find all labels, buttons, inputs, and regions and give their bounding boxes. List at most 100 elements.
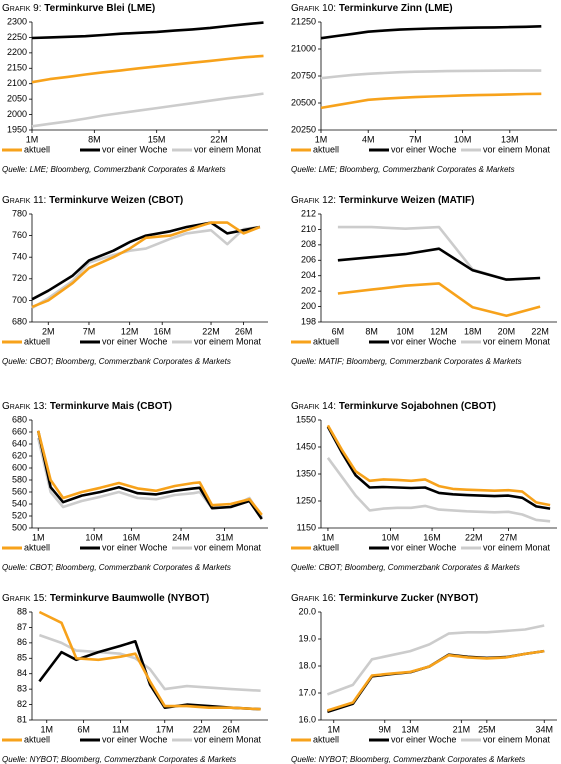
title-label: Grafik 16: bbox=[291, 593, 336, 604]
x-tick-label: 25M bbox=[478, 724, 496, 734]
y-tick-label: 2300 bbox=[7, 16, 27, 26]
series-line bbox=[31, 221, 261, 301]
x-tick-label: 10M bbox=[85, 532, 103, 542]
x-tick-label: 34M bbox=[535, 724, 553, 734]
legend-label: aktuell bbox=[313, 336, 339, 346]
legend-label: aktuell bbox=[24, 336, 50, 346]
x-tick-label: 1M bbox=[322, 532, 335, 542]
title-text: Terminkurve Blei (LME) bbox=[44, 3, 155, 14]
series-line bbox=[337, 247, 541, 281]
legend-label: vor einem Monat bbox=[483, 542, 551, 552]
y-tick-label: 210 bbox=[301, 224, 316, 234]
x-tick-label: 17M bbox=[156, 724, 174, 734]
series-line bbox=[31, 221, 261, 309]
y-tick-label: 88 bbox=[17, 606, 27, 616]
series-line bbox=[36, 430, 263, 520]
chart-title: Grafik 11: Terminkurve Weizen (CBOT) bbox=[2, 195, 183, 206]
x-tick-label: 15M bbox=[148, 134, 166, 144]
title-label: Grafik 13: bbox=[2, 401, 47, 412]
y-tick-label: 81 bbox=[17, 714, 27, 724]
title-label: Grafik 10: bbox=[291, 3, 336, 14]
legend-label: vor einem Monat bbox=[194, 144, 262, 154]
x-tick-label: 18M bbox=[464, 326, 482, 336]
x-tick-label: 13M bbox=[501, 134, 519, 144]
title-text: Terminkurve Zucker (NYBOT) bbox=[339, 593, 478, 604]
legend-label: vor einem Monat bbox=[194, 336, 262, 346]
series-line bbox=[326, 457, 551, 523]
y-tick-label: 600 bbox=[12, 462, 27, 472]
y-tick-label: 1350 bbox=[296, 468, 316, 478]
x-tick-label: 7M bbox=[83, 326, 96, 336]
title-label: Grafik 11: bbox=[2, 195, 46, 206]
series-line bbox=[38, 610, 261, 711]
x-tick-label: 26M bbox=[235, 326, 253, 336]
legend-label: aktuell bbox=[313, 734, 339, 744]
x-tick-label: 27M bbox=[500, 532, 518, 542]
x-tick-label: 22M bbox=[531, 326, 549, 336]
source-note: Quelle: LME; Bloomberg, Commerzbank Corp… bbox=[2, 165, 226, 174]
chart-title: Grafik 14: Terminkurve Sojabohnen (CBOT) bbox=[291, 401, 496, 412]
source-note: Quelle: NYBOT; Bloomberg, Commerzbank Co… bbox=[2, 755, 236, 764]
legend-label: aktuell bbox=[313, 144, 339, 154]
y-tick-label: 16.0 bbox=[298, 714, 316, 724]
chart-title: Grafik 12: Terminkurve Weizen (MATIF) bbox=[291, 195, 474, 206]
y-tick-label: 208 bbox=[301, 239, 316, 249]
y-tick-label: 21000 bbox=[291, 43, 316, 53]
y-tick-label: 20750 bbox=[291, 70, 316, 80]
legend-label: vor einem Monat bbox=[194, 734, 262, 744]
y-tick-label: 200 bbox=[301, 301, 316, 311]
title-text: Terminkurve Sojabohnen (CBOT) bbox=[339, 401, 496, 412]
y-tick-label: 500 bbox=[12, 522, 27, 532]
title-label: Grafik 14: bbox=[291, 401, 336, 412]
y-tick-label: 2150 bbox=[7, 63, 27, 73]
y-tick-label: 1150 bbox=[297, 522, 316, 532]
x-tick-label: 22M bbox=[193, 724, 211, 734]
series-line bbox=[31, 21, 264, 40]
y-tick-label: 2000 bbox=[7, 109, 27, 119]
y-tick-label: 82 bbox=[17, 699, 27, 709]
chart-title: Grafik 16: Terminkurve Zucker (NYBOT) bbox=[291, 593, 478, 604]
x-tick-label: 8M bbox=[365, 326, 378, 336]
x-tick-label: 9M bbox=[379, 724, 392, 734]
x-tick-label: 10M bbox=[382, 532, 400, 542]
title-text: Terminkurve Weizen (MATIF) bbox=[339, 195, 475, 206]
source-note: Quelle: CBOT; Bloomberg, Commerzbank Cor… bbox=[2, 563, 231, 572]
source-note: Quelle: CBOT; Bloomberg, Commerzbank Cor… bbox=[2, 357, 231, 366]
y-tick-label: 640 bbox=[12, 438, 27, 448]
y-tick-label: 540 bbox=[12, 498, 27, 508]
series-line bbox=[337, 225, 541, 281]
series-line bbox=[326, 624, 545, 696]
y-tick-label: 580 bbox=[12, 474, 27, 484]
x-tick-label: 1M bbox=[40, 724, 53, 734]
series-line bbox=[326, 424, 551, 507]
title-label: Grafik 12: bbox=[291, 195, 336, 206]
legend-label: vor einer Woche bbox=[391, 734, 456, 744]
y-tick-label: 87 bbox=[17, 622, 27, 632]
series-line bbox=[31, 225, 261, 310]
y-tick-label: 520 bbox=[12, 510, 27, 520]
x-tick-label: 1M bbox=[327, 724, 340, 734]
x-tick-label: 11M bbox=[112, 724, 129, 734]
y-tick-label: 2050 bbox=[7, 94, 27, 104]
x-tick-label: 31M bbox=[216, 532, 234, 542]
x-tick-label: 24M bbox=[172, 532, 190, 542]
y-tick-label: 17.0 bbox=[298, 687, 316, 697]
source-note: Quelle: LME; Bloomberg, Commerzbank Corp… bbox=[291, 165, 515, 174]
y-tick-label: 198 bbox=[301, 316, 316, 326]
y-tick-label: 620 bbox=[12, 450, 27, 460]
x-tick-label: 1M bbox=[315, 134, 328, 144]
x-tick-label: 4M bbox=[362, 134, 375, 144]
x-tick-label: 16M bbox=[123, 532, 141, 542]
x-tick-label: 21M bbox=[453, 724, 471, 734]
x-tick-label: 6M bbox=[332, 326, 345, 336]
title-text: Terminkurve Weizen (CBOT) bbox=[49, 195, 183, 206]
series-line bbox=[320, 69, 542, 80]
source-note: Quelle: NYBOT; Bloomberg, Commerzbank Co… bbox=[291, 755, 525, 764]
chart-title: Grafik 13: Terminkurve Mais (CBOT) bbox=[2, 401, 172, 412]
title-label: Grafik 9: bbox=[2, 3, 42, 14]
x-tick-label: 2M bbox=[42, 326, 55, 336]
x-tick-label: 16M bbox=[153, 326, 171, 336]
y-tick-label: 19.0 bbox=[298, 633, 316, 643]
x-tick-label: 12M bbox=[430, 326, 448, 336]
